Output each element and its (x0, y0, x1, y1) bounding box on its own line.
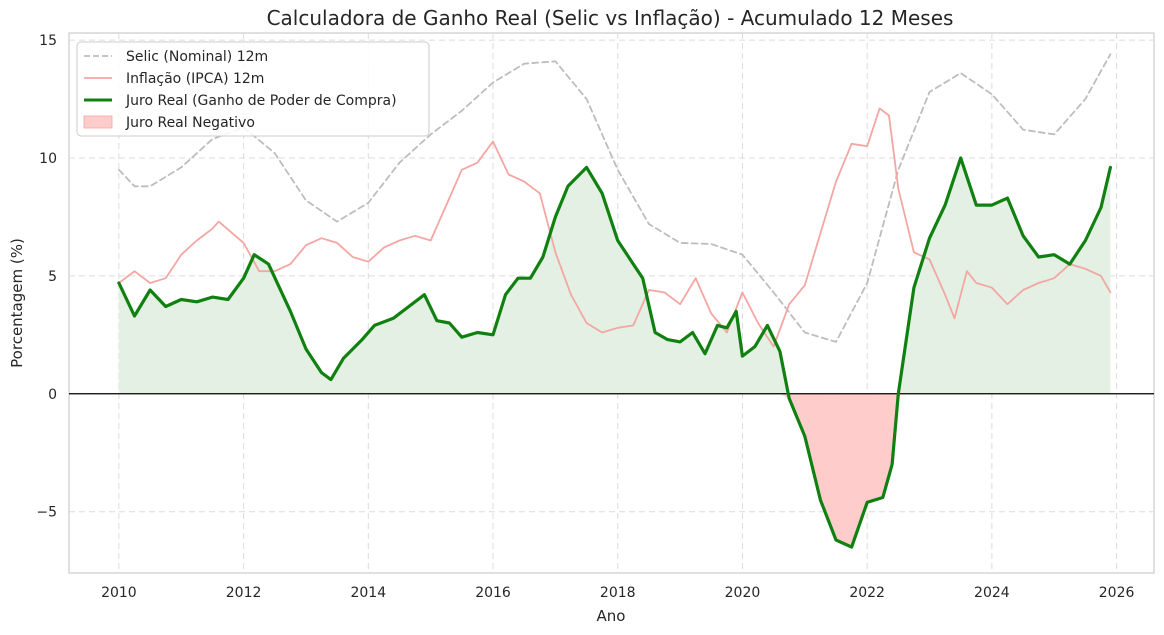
legend-box (76, 41, 430, 137)
legend-label-ipca: Inflação (IPCA) 12m (126, 71, 264, 87)
legend-swatch-negativo (83, 115, 113, 129)
x-axis-label: Ano (597, 607, 626, 625)
y-axis-label: Porcentagem (%) (8, 238, 26, 368)
x-tick-label: 2016 (475, 585, 511, 601)
x-tick-label: 2020 (725, 585, 761, 601)
x-tick-label: 2012 (226, 585, 262, 601)
juro-real-line (117, 156, 1112, 549)
x-tick-label: 2010 (101, 585, 137, 601)
x-tick-label: 2014 (350, 585, 386, 601)
x-tick-label: 2024 (974, 585, 1010, 601)
chart-title: Calculadora de Ganho Real (Selic vs Infl… (267, 6, 954, 30)
y-tick-label: 10 (39, 151, 57, 167)
x-tick-label: 2018 (600, 585, 636, 601)
selic-line (118, 53, 1112, 343)
legend-label-selic: Selic (Nominal) 12m (126, 49, 268, 65)
x-tick-label: 2022 (849, 585, 885, 601)
y-tick-label: 5 (48, 269, 57, 285)
x-tick-label: 2026 (1099, 585, 1135, 601)
legend-label-juro-real: Juro Real (Ganho de Poder de Compra) (125, 93, 397, 109)
y-tick-label: 15 (39, 33, 57, 49)
x-tick-labels: 2010 2012 2014 2016 2018 2020 2022 2024 2026 (101, 585, 1134, 601)
legend-label-negativo: Juro Real Negativo (125, 115, 255, 131)
y-tick-labels: −5 0 5 10 15 (36, 33, 57, 521)
legend: Selic (Nominal) 12m Inflação (IPCA) 12m … (76, 41, 430, 137)
y-tick-label: −5 (36, 505, 57, 521)
ipca-line (118, 107, 1112, 348)
series-lines (117, 53, 1112, 549)
negative-real-rate-area (118, 393, 1111, 548)
y-tick-label: 0 (48, 387, 57, 403)
